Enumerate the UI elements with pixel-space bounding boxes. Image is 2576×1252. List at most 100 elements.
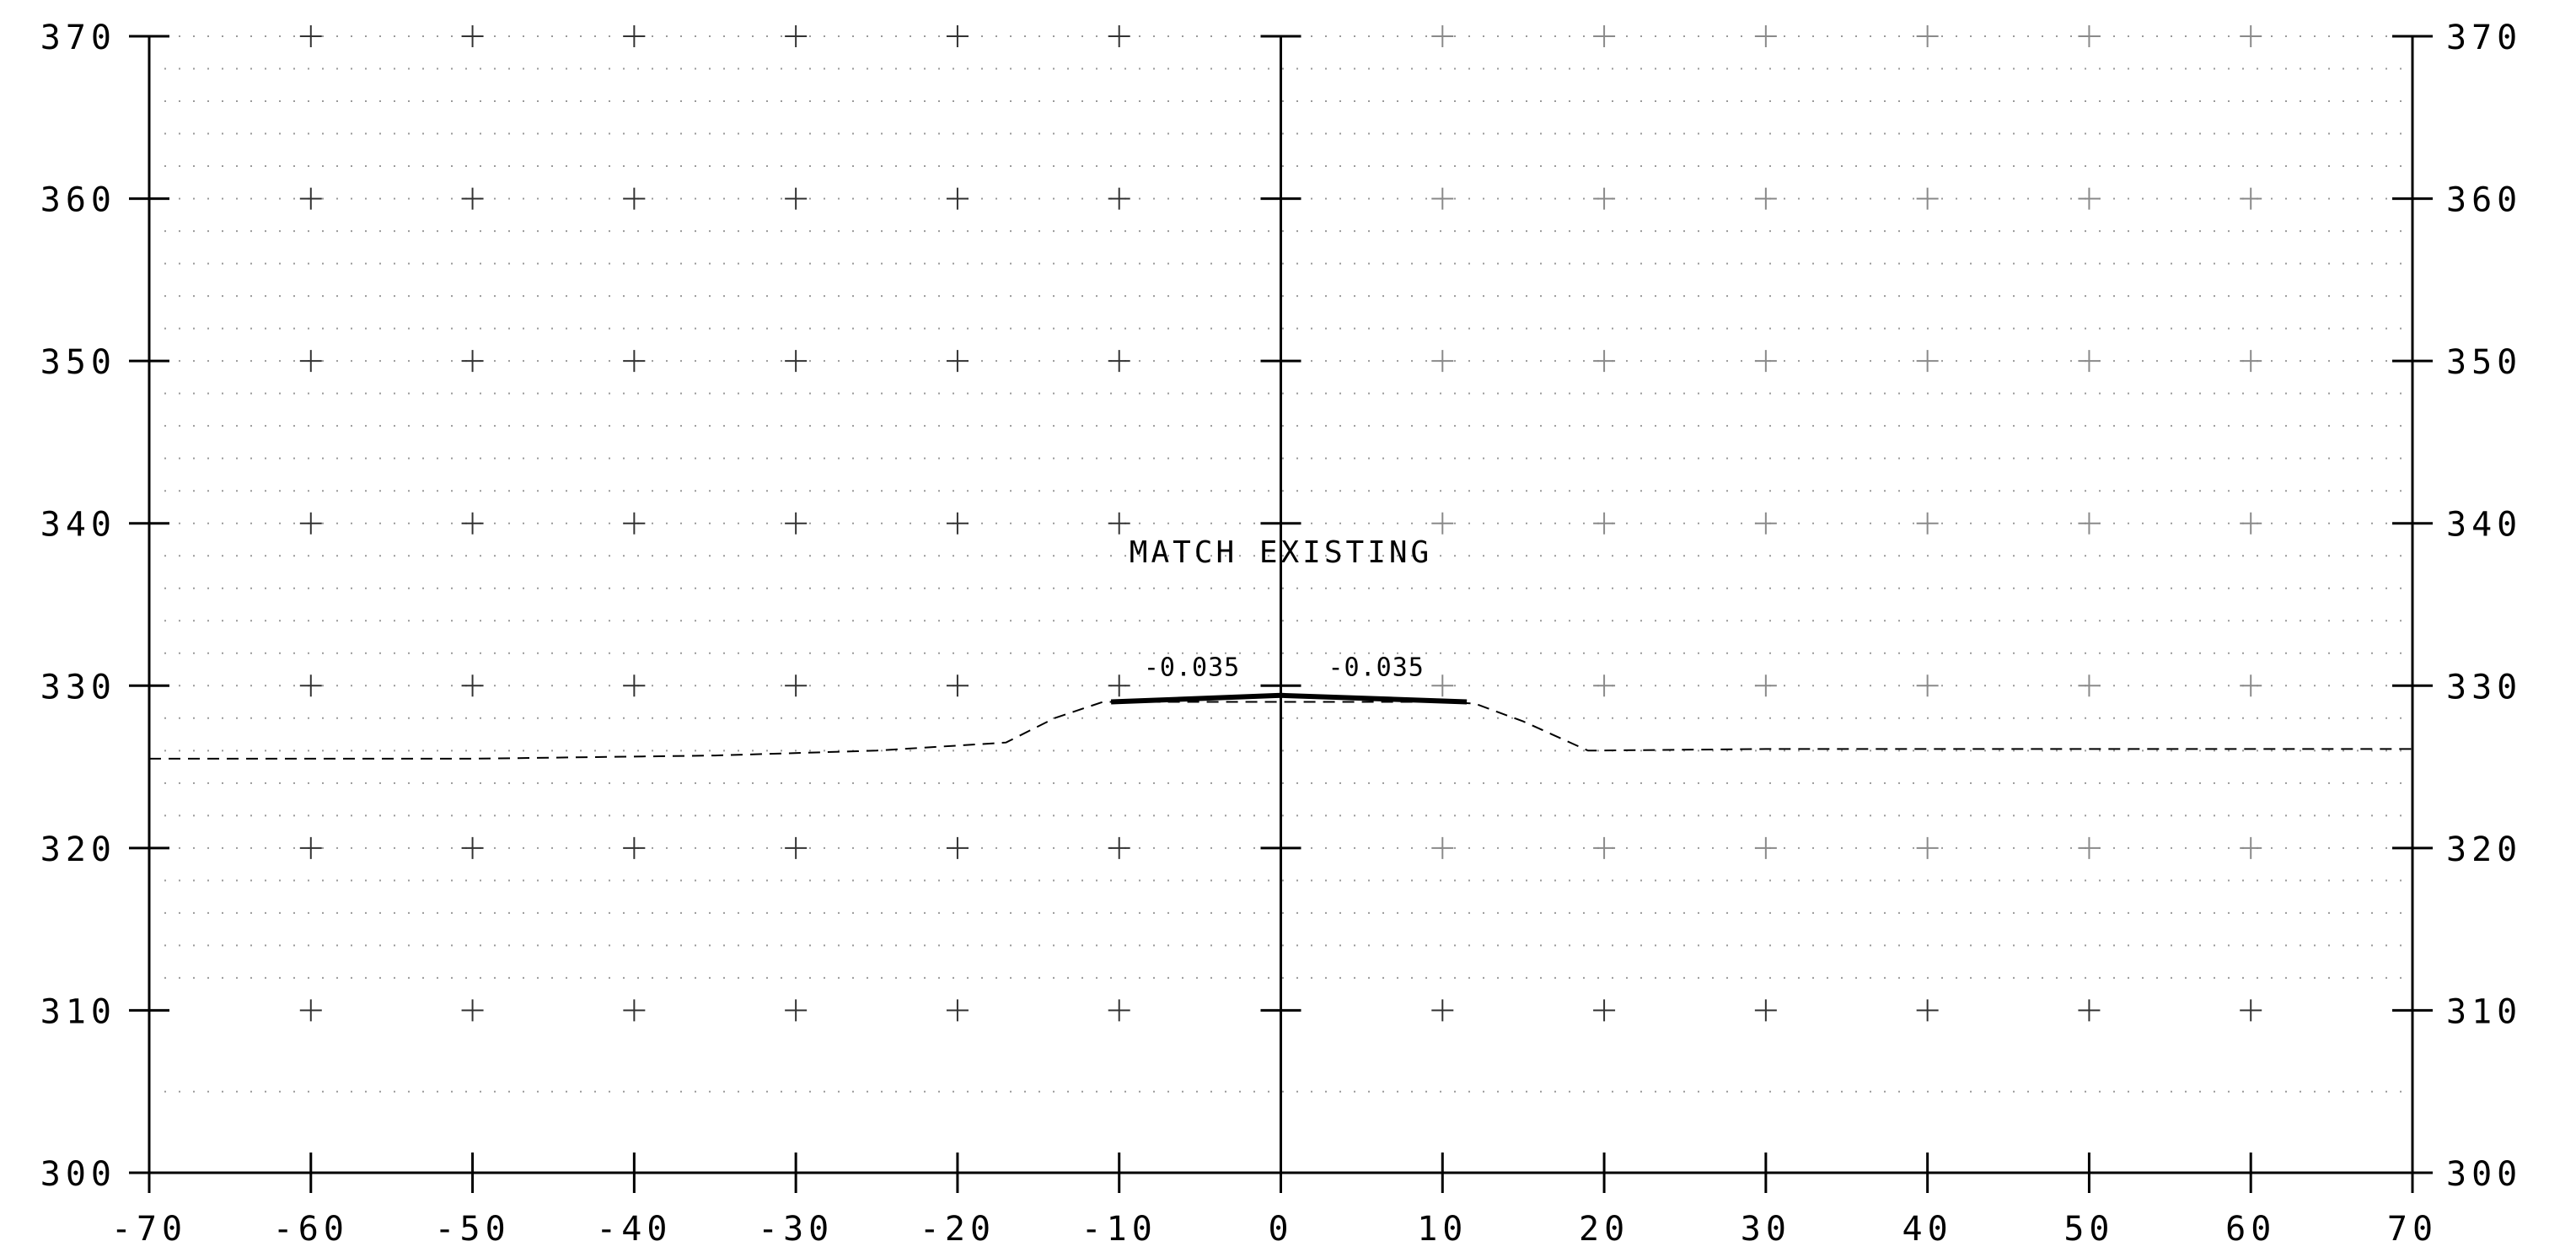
- x-tick-label: 60: [2225, 1210, 2276, 1249]
- grid-plus-marker: [785, 836, 808, 859]
- grid-plus-marker: [461, 187, 484, 210]
- grid-plus-marker: [1431, 674, 1454, 697]
- grid-plus-marker: [1916, 512, 1939, 535]
- grid-plus-marker: [1754, 25, 1777, 47]
- y-tick-label-left: 310: [40, 992, 116, 1031]
- annotations: MATCH EXISTING -0.035 -0.035: [1130, 535, 1432, 683]
- grid-plus-marker: [1916, 25, 1939, 47]
- y-tick-label-right: 330: [2446, 668, 2522, 707]
- grid-plus-marker: [2078, 674, 2101, 697]
- grid-plus-marker: [946, 836, 969, 859]
- grid-plus-marker: [946, 350, 969, 373]
- grid-plus-marker: [1593, 512, 1616, 535]
- grid-plus-marker: [2078, 187, 2101, 210]
- grid-plus-marker: [623, 187, 646, 210]
- grid-plus-marker: [2078, 836, 2101, 859]
- grid-plus-marker: [785, 350, 808, 373]
- y-tick-label-left: 360: [40, 181, 116, 220]
- proposed-surface-line: [1110, 692, 1468, 705]
- x-tick-label: -40: [596, 1210, 672, 1249]
- grid-plus-marker: [1593, 999, 1616, 1022]
- grid-plus-marker: [1431, 25, 1454, 47]
- grid-plus-marker: [1754, 836, 1777, 859]
- x-tick-label: -30: [758, 1210, 834, 1249]
- grid-plus-marker: [1431, 512, 1454, 535]
- grid-plus-marker: [623, 836, 646, 859]
- grid-plus-marker: [1754, 187, 1777, 210]
- grid-plus-marker: [946, 25, 969, 47]
- x-tick-label: 50: [2063, 1210, 2114, 1249]
- grid-plus-marker: [1754, 999, 1777, 1022]
- grid-plus-marker: [299, 674, 322, 697]
- grid-plus-marker: [299, 512, 322, 535]
- y-tick-label-right: 300: [2446, 1155, 2522, 1194]
- x-tick-label: -20: [920, 1210, 996, 1249]
- y-tick-label-right: 350: [2446, 343, 2522, 382]
- y-tick-label-right: 340: [2446, 506, 2522, 545]
- grid-plus-marker: [2240, 674, 2262, 697]
- grid-plus-marker: [1431, 999, 1454, 1022]
- grid-plus-marker: [1916, 350, 1939, 373]
- grid-plus-marker: [1431, 836, 1454, 859]
- grid-plus-marker: [1754, 512, 1777, 535]
- grid-plus-marker: [946, 674, 969, 697]
- major-grid-markers: [299, 25, 2262, 1022]
- grid-plus-marker: [1108, 674, 1130, 697]
- grid-plus-marker: [1108, 25, 1130, 47]
- grid-plus-marker: [2078, 25, 2101, 47]
- grid-plus-marker: [946, 999, 969, 1022]
- y-tick-label-left: 340: [40, 506, 116, 545]
- x-tick-label: 70: [2387, 1210, 2438, 1249]
- grid-plus-marker: [2240, 350, 2262, 373]
- y-tick-label-right: 310: [2446, 992, 2522, 1031]
- grid-plus-marker: [299, 350, 322, 373]
- y-tick-label-right: 360: [2446, 181, 2522, 220]
- grid-plus-marker: [2078, 999, 2101, 1022]
- match-existing-label: MATCH EXISTING: [1130, 535, 1432, 570]
- grid-plus-marker: [623, 25, 646, 47]
- axes: [148, 36, 2414, 1174]
- grid-plus-marker: [1593, 25, 1616, 47]
- y-tick-label-left: 350: [40, 343, 116, 382]
- x-tick-label: 20: [1579, 1210, 1629, 1249]
- grid-plus-marker: [1431, 350, 1454, 373]
- grid-plus-marker: [299, 999, 322, 1022]
- grid-plus-marker: [1754, 350, 1777, 373]
- grid-plus-marker: [785, 999, 808, 1022]
- grid-plus-marker: [461, 999, 484, 1022]
- grid-plus-marker: [2240, 187, 2262, 210]
- grid-plus-marker: [623, 674, 646, 697]
- grid-plus-marker: [1916, 187, 1939, 210]
- grid-plus-marker: [623, 999, 646, 1022]
- series-lines: [149, 692, 2412, 760]
- x-tick-label: 30: [1741, 1210, 1791, 1249]
- grid-plus-marker: [461, 350, 484, 373]
- grid-plus-marker: [461, 512, 484, 535]
- x-tick-labels: -70 -60 -50 -40 -30 -20 -10 0 10 20 30 40 50 60 70: [111, 1210, 2438, 1249]
- cross-slope-label: -0.035: [1144, 653, 1240, 683]
- x-tick-label: -70: [111, 1210, 187, 1249]
- grid-plus-marker: [946, 512, 969, 535]
- grid-plus-marker: [785, 512, 808, 535]
- y-tick-label-left: 320: [40, 830, 116, 869]
- grid-plus-marker: [299, 836, 322, 859]
- grid-plus-marker: [1108, 512, 1130, 535]
- grid-plus-marker: [1916, 836, 1939, 859]
- y-tick-label-right: 320: [2446, 830, 2522, 869]
- grid-plus-marker: [1108, 836, 1130, 859]
- grid-plus-marker: [2240, 512, 2262, 535]
- y-tick-labels-right: 300 310 320 330 340 350 360 370: [2446, 19, 2522, 1194]
- y-tick-label-left: 330: [40, 668, 116, 707]
- grid-plus-marker: [623, 512, 646, 535]
- grid-plus-marker: [2078, 350, 2101, 373]
- grid-plus-marker: [461, 836, 484, 859]
- grid-plus-marker: [1108, 187, 1130, 210]
- grid-plus-marker: [2240, 25, 2262, 47]
- grid-plus-marker: [946, 187, 969, 210]
- grid-plus-marker: [1916, 999, 1939, 1022]
- y-tick-label-left: 370: [40, 19, 116, 57]
- grid-plus-marker: [785, 187, 808, 210]
- grid-plus-marker: [623, 350, 646, 373]
